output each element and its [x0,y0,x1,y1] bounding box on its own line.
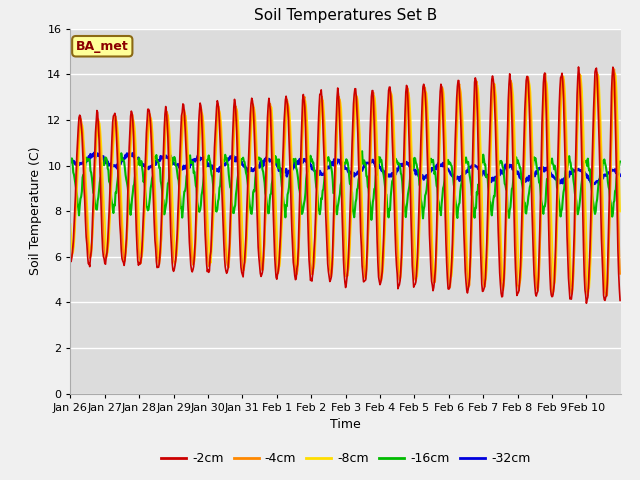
-32cm [589,181,596,187]
-8cm [131,126,139,132]
-2cm [67,255,74,261]
Line: -32cm: -32cm [70,153,620,184]
Line: -2cm: -2cm [70,67,620,303]
-32cm [403,159,410,165]
-32cm [616,173,624,179]
-2cm [131,182,139,188]
-8cm [616,209,624,215]
-32cm [90,150,98,156]
-8cm [611,70,619,76]
-8cm [402,132,410,138]
-8cm [232,107,240,112]
-2cm [232,113,240,119]
-32cm [233,158,241,164]
Line: -16cm: -16cm [70,151,620,220]
-2cm [402,89,410,95]
-16cm [232,192,240,197]
-4cm [280,147,288,153]
-2cm [575,64,582,70]
-16cm [616,158,624,164]
-4cm [611,66,618,72]
-16cm [367,217,375,223]
-4cm [259,266,267,272]
-16cm [403,199,411,205]
X-axis label: Time: Time [330,418,361,431]
-2cm [259,257,267,263]
-4cm [433,248,440,253]
Line: -8cm: -8cm [70,73,620,290]
-32cm [260,159,268,165]
Title: Soil Temperatures Set B: Soil Temperatures Set B [254,9,437,24]
Text: BA_met: BA_met [76,40,129,53]
-4cm [131,147,139,153]
-16cm [358,148,366,154]
-32cm [281,168,289,174]
-8cm [280,170,288,176]
-4cm [603,293,611,299]
-8cm [603,287,611,293]
-4cm [232,103,240,109]
-16cm [434,197,442,203]
-2cm [616,298,624,303]
-2cm [280,121,288,127]
-32cm [433,163,441,169]
-4cm [616,271,624,277]
-16cm [131,174,139,180]
-32cm [67,156,74,162]
-4cm [402,116,410,121]
Y-axis label: Soil Temperature (C): Soil Temperature (C) [29,147,42,276]
-2cm [433,227,440,232]
-4cm [67,251,74,257]
-16cm [67,158,74,164]
-16cm [280,202,288,207]
-2cm [582,300,590,306]
-16cm [259,169,267,175]
-8cm [259,261,267,267]
-8cm [67,220,74,226]
-8cm [433,245,440,251]
Legend: -2cm, -4cm, -8cm, -16cm, -32cm: -2cm, -4cm, -8cm, -16cm, -32cm [156,447,536,470]
-32cm [132,154,140,159]
Line: -4cm: -4cm [70,69,620,296]
